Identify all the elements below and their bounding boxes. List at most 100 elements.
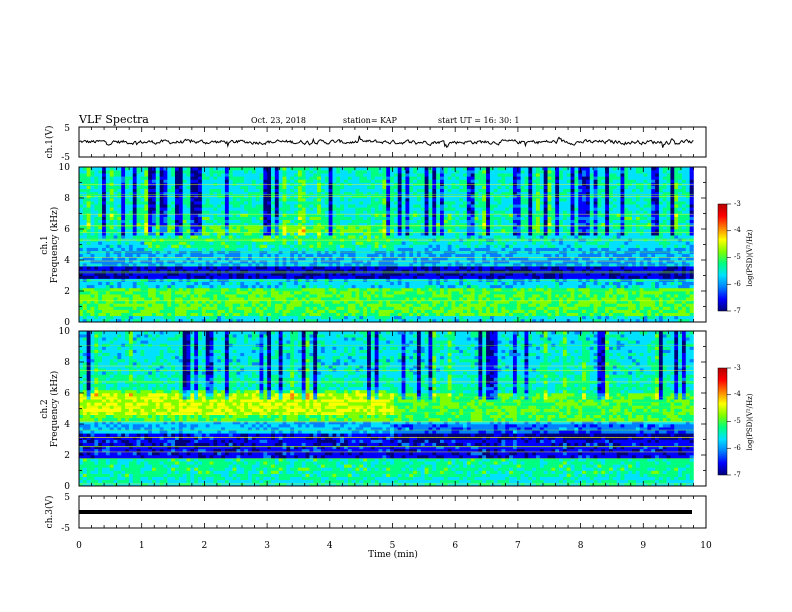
spectrogram-cell <box>378 281 383 286</box>
spectrogram-cell <box>466 229 472 233</box>
spectrogram-cell <box>574 250 579 255</box>
spectrogram-cell <box>351 250 356 255</box>
spectrogram-cell <box>620 253 625 258</box>
spectrogram-cell <box>612 306 617 310</box>
spectrogram-cell <box>670 291 675 295</box>
spectrogram-cell <box>367 281 372 286</box>
spectrogram-cell <box>420 260 425 264</box>
spectrogram-cell <box>301 225 306 230</box>
spectrogram-cell <box>681 275 687 279</box>
spectrogram-cell <box>221 241 226 245</box>
spectrogram-cell <box>128 260 134 264</box>
spectrogram-cell <box>574 260 579 264</box>
spectrogram-cell <box>228 241 233 245</box>
spectrogram-cell <box>486 275 491 279</box>
spectrogram-cell <box>363 318 368 323</box>
spectrogram-cell <box>244 275 249 279</box>
spectrogram-cell <box>213 309 218 313</box>
spectrogram-cell <box>90 275 95 279</box>
spectrogram-cell <box>244 263 249 267</box>
spectrogram-cell <box>328 232 333 236</box>
spectrogram-cell <box>79 287 84 292</box>
spectrogram-cell <box>244 235 249 239</box>
spectrogram-cell <box>647 315 652 320</box>
spectrogram-cell <box>232 225 237 230</box>
spectrogram-cell <box>470 303 475 307</box>
spectrogram-cell <box>670 275 675 279</box>
spectrogram-cell <box>455 250 460 255</box>
spectrogram-cell <box>363 247 368 251</box>
spectrogram-cell <box>105 318 111 323</box>
spectrogram-cell <box>244 247 249 251</box>
spectrogram-cell <box>340 232 345 236</box>
spectrogram-cell <box>336 247 341 251</box>
spectrogram-cell <box>658 235 664 239</box>
spectrogram-cell <box>547 281 552 286</box>
spectrogram-cell <box>632 297 637 301</box>
spectrogram-cell <box>113 294 118 298</box>
spectrogram-cell <box>259 275 264 279</box>
spectrogram-cell <box>132 284 137 289</box>
spectrogram-cell <box>662 263 667 267</box>
spectrogram-cell <box>486 309 491 313</box>
spectrogram-cell <box>612 256 617 261</box>
spectrogram-cell <box>520 300 525 304</box>
spectrogram-cell <box>305 278 310 282</box>
spectrogram-cell <box>79 312 84 317</box>
spectrogram-cell <box>670 278 675 282</box>
spectrogram-cell <box>221 303 226 307</box>
spectrogram-cell <box>125 281 130 286</box>
spectrogram-cell <box>612 287 617 292</box>
spectrogram-cell <box>585 269 591 273</box>
spectrogram-cell <box>205 278 210 282</box>
spectrogram-cell <box>589 284 594 289</box>
spectrogram-cell <box>94 318 99 323</box>
spectrogram-cell <box>324 303 329 307</box>
spectrogram-cell <box>121 232 126 236</box>
spectrogram-cell <box>689 294 694 298</box>
spectrogram-cell <box>608 256 614 261</box>
spectrogram-cell <box>140 300 145 304</box>
spectrogram-cell <box>689 232 694 236</box>
spectrogram-cell <box>98 269 103 273</box>
spectrogram-cell <box>624 275 629 279</box>
spectrogram-cell <box>501 291 506 295</box>
spectrogram-cell <box>294 300 299 304</box>
spectrogram-cell <box>678 247 683 251</box>
spectrogram-cell <box>589 300 594 304</box>
spectrogram-cell <box>486 250 491 255</box>
spectrogram-cell <box>175 260 180 264</box>
spectrogram-cell <box>363 263 368 267</box>
spectrogram-cell <box>620 263 625 267</box>
spectrogram-cell <box>608 247 614 251</box>
spectrogram-cell <box>585 306 591 310</box>
spectrogram-cell <box>662 266 667 270</box>
spectrogram-cell <box>493 287 498 292</box>
spectrogram-cell <box>244 256 249 261</box>
spectrogram-cell <box>432 278 437 282</box>
spectrogram-cell <box>82 300 87 304</box>
spectrogram-cell <box>443 318 448 323</box>
spectrogram-cell <box>340 300 345 304</box>
spectrogram-cell <box>328 294 333 298</box>
spectrogram-cell <box>536 253 541 258</box>
spectrogram-cell <box>420 300 425 304</box>
spectrogram-cell <box>282 303 287 307</box>
spectrogram-cell <box>313 291 318 295</box>
spectrogram-cell <box>340 260 345 264</box>
spectrogram-cell <box>136 253 141 258</box>
spectrogram-cell <box>355 309 360 313</box>
spectrogram-cell <box>559 315 564 320</box>
spectrogram-cell <box>413 256 418 261</box>
spectrogram-cell <box>409 232 414 236</box>
spectrogram-cell <box>355 275 360 279</box>
spectrogram-cell <box>628 253 633 258</box>
spectrogram-cell <box>493 256 498 261</box>
spectrogram-cell <box>593 312 598 317</box>
spectrogram-cell <box>244 315 249 320</box>
spectrogram-cell <box>140 244 145 248</box>
spectrogram-cell <box>343 247 349 251</box>
spectrogram-cell <box>336 229 341 233</box>
spectrogram-cell <box>582 275 587 279</box>
spectrogram-cell <box>670 272 675 276</box>
